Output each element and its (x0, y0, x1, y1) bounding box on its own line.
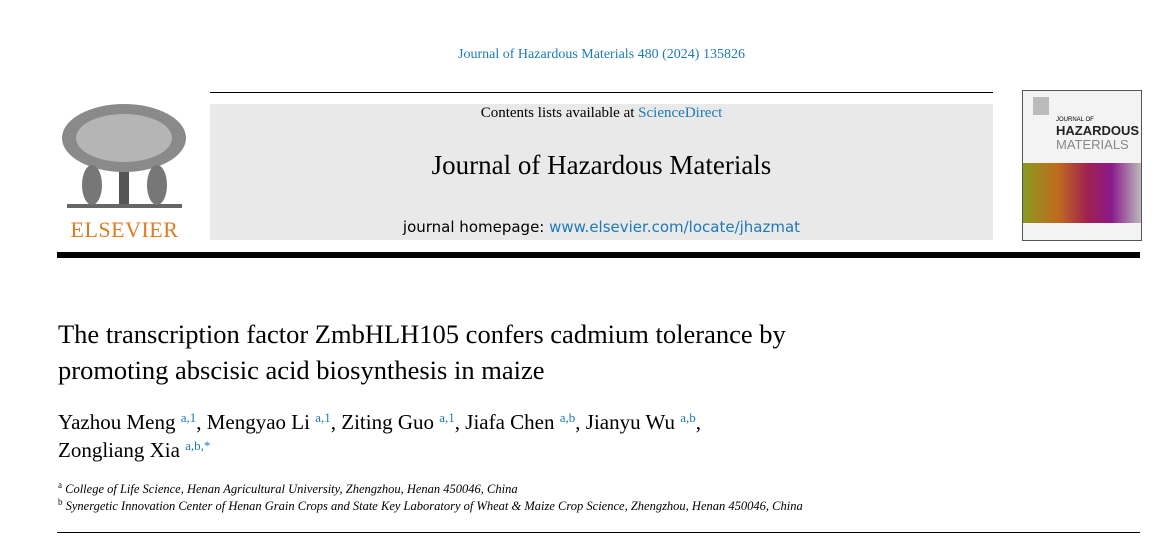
homepage-line: journal homepage: www.elsevier.com/locat… (210, 218, 993, 236)
author[interactable]: Ziting Guo a,1 (341, 410, 455, 434)
author[interactable]: Yazhou Meng a,1 (58, 410, 197, 434)
title-line-1: The transcription factor ZmbHLH105 confe… (58, 319, 786, 349)
author[interactable]: Jianyu Wu a,b (585, 410, 696, 434)
homepage-link[interactable]: www.elsevier.com/locate/jhazmat (549, 218, 801, 236)
cover-world-map-image (1023, 163, 1141, 223)
contents-prefix: Contents lists available at (480, 105, 639, 121)
bottom-rule (57, 532, 1140, 533)
tree-icon (62, 104, 186, 208)
author[interactable]: Mengyao Li a,1 (206, 410, 331, 434)
affiliation-a: a College of Life Science, Henan Agricul… (58, 480, 518, 497)
cover-line2: HAZARDOUS (1056, 122, 1140, 138)
header-thick-rule (57, 252, 1140, 258)
cover-title: JOURNAL OF HAZARDOUS MATERIALS (1056, 117, 1139, 152)
author[interactable]: Jiafa Chen a,b (465, 410, 576, 434)
journal-citation-link[interactable]: Journal of Hazardous Materials 480 (2024… (458, 47, 745, 62)
journal-header-band: Contents lists available at ScienceDirec… (210, 104, 993, 240)
title-line-2: promoting abscisic acid biosynthesis in … (58, 355, 545, 385)
cover-line1: JOURNAL OF (1056, 117, 1094, 123)
elsevier-logo[interactable]: ELSEVIER (57, 100, 192, 242)
affiliations: a College of Life Science, Henan Agricul… (58, 481, 803, 515)
cover-elsevier-icon (1033, 97, 1049, 115)
elsevier-wordmark: ELSEVIER (70, 217, 179, 242)
author-list: Yazhou Meng a,1, Mengyao Li a,1, Ziting … (58, 410, 702, 462)
journal-title: Journal of Hazardous Materials (431, 150, 772, 180)
sciencedirect-link[interactable]: ScienceDirect (638, 105, 723, 121)
homepage-prefix: journal homepage: (402, 218, 550, 236)
top-rule (210, 92, 993, 93)
journal-cover[interactable]: JOURNAL OF HAZARDOUS MATERIALS (1022, 90, 1142, 241)
affiliation-b: b Synergetic Innovation Center of Henan … (58, 497, 803, 514)
contents-line: Contents lists available at ScienceDirec… (210, 104, 993, 122)
cover-line3: MATERIALS (1056, 136, 1129, 152)
author[interactable]: Zongliang Xia a,b,* (58, 438, 211, 462)
article-title: The transcription factor ZmbHLH105 confe… (58, 316, 1058, 388)
